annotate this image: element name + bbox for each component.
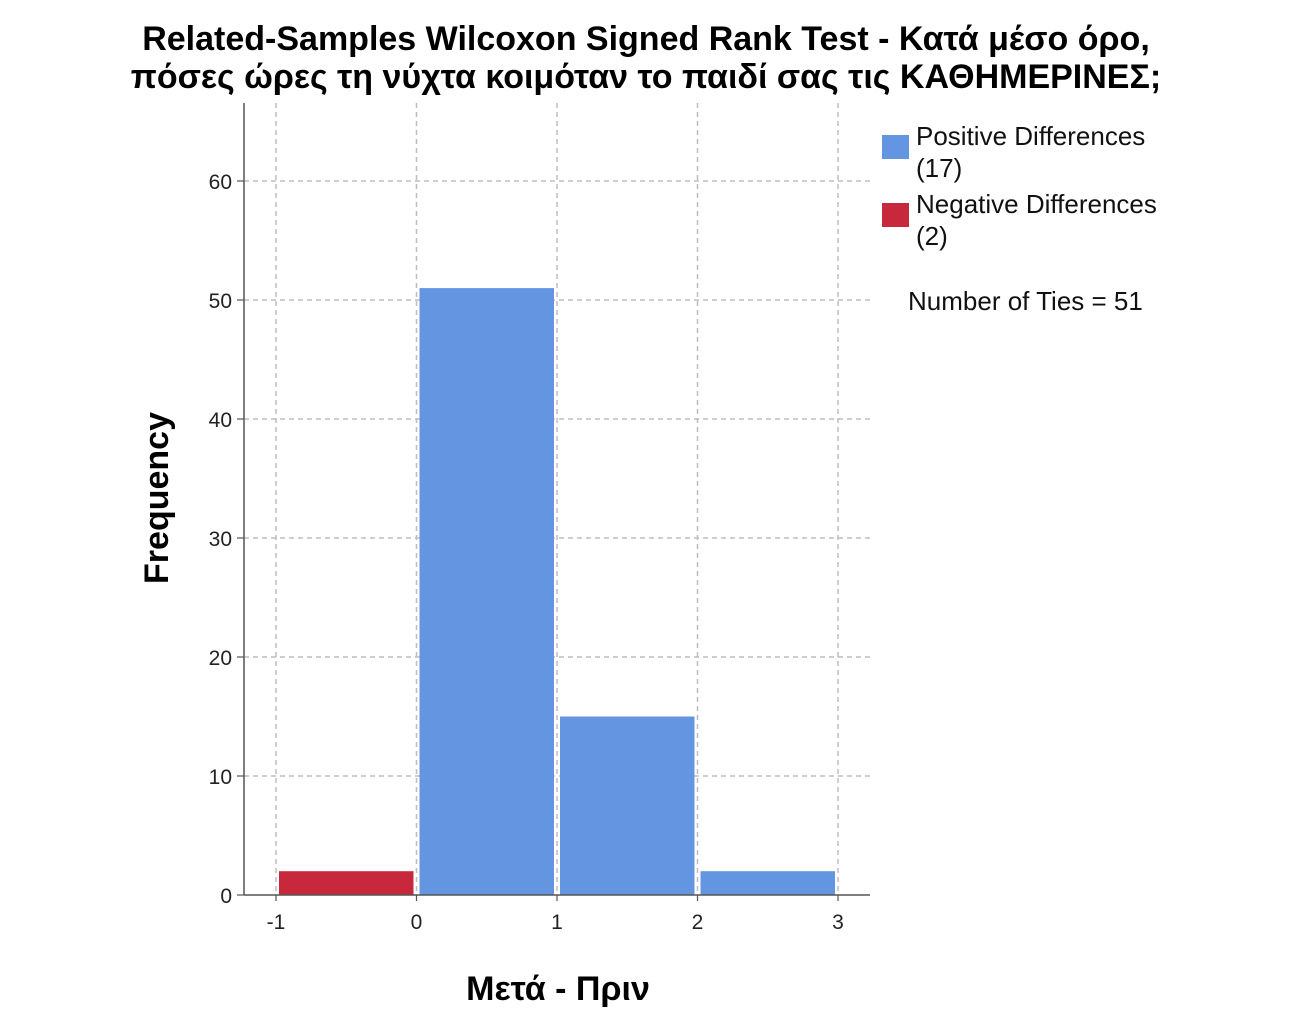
y-tick-label: 10 — [209, 766, 232, 789]
chart-title-line-1: Related-Samples Wilcoxon Signed Rank Tes… — [142, 20, 1150, 58]
y-tick-label: 20 — [209, 647, 232, 670]
bar-negative — [279, 871, 414, 895]
y-tick-label: 0 — [220, 885, 232, 908]
ties-annotation: Number of Ties = 51 — [908, 286, 1143, 316]
y-tick-label: 40 — [209, 409, 232, 432]
tick-labels: 0 10 20 30 40 50 60 -1 0 1 2 3 — [209, 171, 844, 934]
y-tick-label: 50 — [209, 290, 232, 313]
bars — [279, 288, 835, 896]
y-tick-label: 30 — [209, 528, 232, 551]
legend-swatch-positive — [882, 135, 909, 159]
x-tick-label: 2 — [692, 911, 704, 934]
bar-positive — [419, 288, 554, 896]
bar-positive — [560, 716, 695, 895]
x-axis-title: Μετά - Πριν — [466, 970, 650, 1008]
axes — [237, 103, 870, 901]
y-tick-label: 60 — [209, 171, 232, 194]
y-axis-title: Frequency — [138, 412, 176, 584]
legend-count-negative: (2) — [916, 221, 948, 251]
legend: Positive Differences (17) Negative Diffe… — [882, 121, 1157, 316]
legend-count-positive: (17) — [916, 153, 962, 183]
legend-label-negative: Negative Differences — [916, 189, 1157, 219]
x-tick-label: 3 — [832, 911, 844, 934]
legend-label-positive: Positive Differences — [916, 121, 1145, 151]
x-tick-label: -1 — [267, 911, 286, 934]
chart-title: Related-Samples Wilcoxon Signed Rank Tes… — [0, 20, 1292, 96]
bar-positive — [700, 871, 835, 895]
chart-title-line-2: πόσες ώρες τη νύχτα κοιμόταν το παιδί σα… — [130, 58, 1162, 96]
grid-lines — [244, 103, 870, 895]
x-tick-label: 0 — [411, 911, 423, 934]
x-tick-label: 1 — [551, 911, 563, 934]
legend-swatch-negative — [882, 203, 909, 227]
